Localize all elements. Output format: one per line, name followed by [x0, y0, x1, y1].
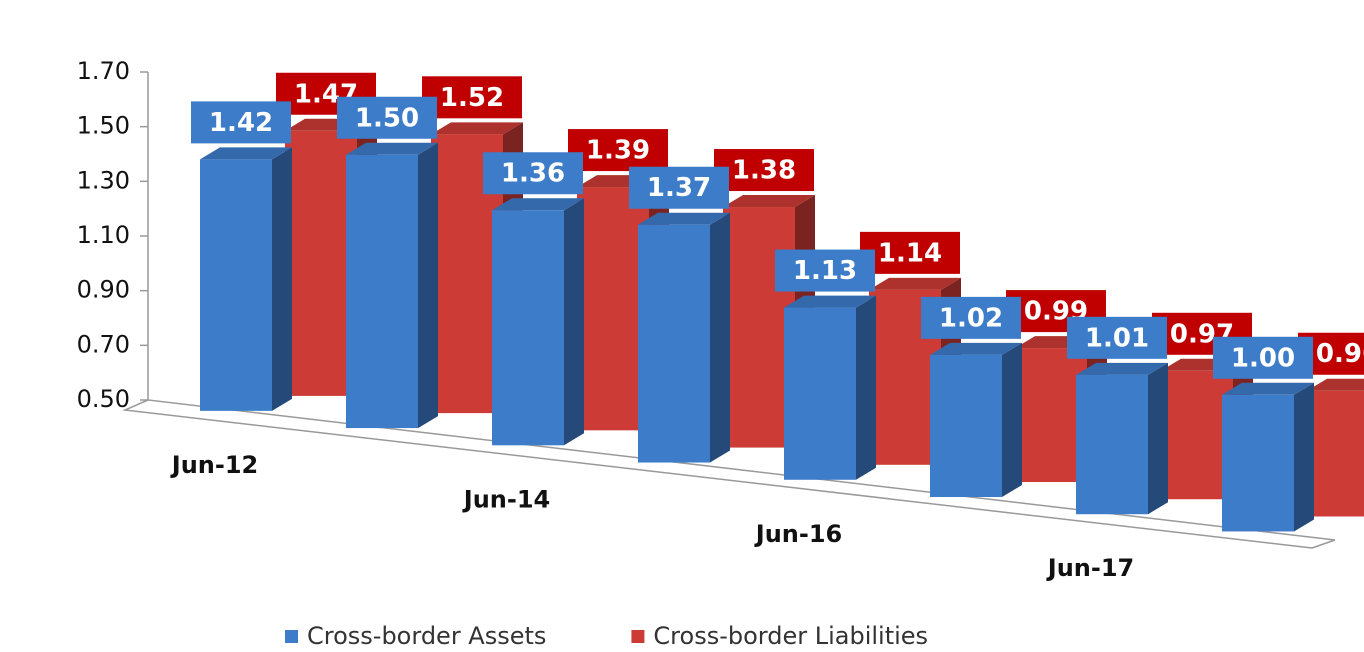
bar-side — [1294, 382, 1314, 532]
value-label: 1.37 — [647, 173, 711, 203]
bar-side — [856, 295, 876, 480]
bar-top — [431, 122, 523, 135]
bar — [1307, 390, 1364, 517]
bar — [577, 187, 649, 431]
value-label: 1.14 — [878, 238, 942, 268]
bar-top — [1076, 362, 1168, 375]
y-tick-label: 1.70 — [77, 57, 130, 85]
legend-swatch — [285, 630, 298, 643]
value-label-box — [568, 129, 668, 172]
bar — [1161, 370, 1233, 500]
bar — [723, 207, 795, 448]
bar-side — [710, 212, 730, 463]
bar-top — [1222, 382, 1314, 395]
legend-swatch — [631, 630, 645, 643]
bar-side — [272, 147, 292, 411]
bar-top — [200, 147, 292, 160]
y-tick-label: 0.70 — [77, 330, 130, 358]
value-label: 1.02 — [939, 303, 1003, 333]
bar — [1076, 374, 1148, 515]
y-tick-label: 1.30 — [77, 166, 130, 194]
bar — [930, 354, 1002, 497]
value-label-box — [191, 101, 291, 144]
value-label-box — [629, 166, 729, 209]
bar — [638, 224, 710, 463]
value-label-box — [775, 249, 875, 292]
bar — [492, 210, 564, 446]
value-label-box — [921, 296, 1021, 339]
value-label-box — [1213, 336, 1313, 379]
bar-top — [869, 277, 961, 290]
value-label: 1.50 — [355, 103, 419, 133]
floor-edge — [122, 399, 1313, 549]
value-label: 1.38 — [732, 156, 796, 186]
value-label: 1.39 — [586, 136, 650, 166]
x-tick-label: Jun-16 — [754, 520, 842, 548]
bar — [346, 154, 418, 429]
value-label: 1.52 — [440, 83, 504, 113]
value-label-box — [337, 96, 437, 139]
value-label-box — [483, 152, 583, 195]
x-tick-label: Jun-12 — [170, 451, 258, 479]
legend-label: Cross-border Assets — [307, 622, 546, 650]
value-label-box — [714, 149, 814, 192]
floor-edge — [1311, 539, 1336, 549]
value-label-box — [1067, 316, 1167, 359]
bar-top — [1307, 378, 1364, 391]
value-label: 0.96 — [1316, 339, 1364, 369]
bar — [285, 130, 357, 396]
value-label: 1.13 — [793, 256, 857, 286]
bar — [784, 307, 856, 480]
value-label: 1.00 — [1231, 343, 1295, 373]
y-tick-label: 1.50 — [77, 112, 130, 140]
value-label-box — [422, 76, 522, 119]
bar-top — [784, 295, 876, 308]
bar — [1015, 348, 1087, 483]
bar-side — [1002, 342, 1022, 497]
bar-top — [492, 198, 584, 211]
value-label-box — [860, 231, 960, 274]
value-label: 1.36 — [501, 159, 565, 189]
bar-top — [638, 212, 730, 225]
bar-side — [418, 142, 438, 429]
bar-side — [1148, 362, 1168, 515]
value-label: 1.01 — [1085, 323, 1149, 353]
y-tick-label: 1.10 — [77, 221, 130, 249]
bar-top — [723, 195, 815, 208]
bar — [1222, 394, 1294, 532]
value-label: 1.42 — [209, 108, 273, 138]
bar — [200, 159, 272, 411]
bar-top — [346, 142, 438, 155]
y-tick-label: 0.90 — [77, 276, 130, 304]
bar-top — [930, 342, 1022, 355]
x-tick-label: Jun-14 — [462, 485, 550, 513]
y-tick-label: 0.50 — [77, 385, 130, 413]
x-tick-label: Jun-17 — [1046, 554, 1134, 582]
bar-side — [564, 198, 584, 446]
legend-label: Cross-border Liabilities — [653, 622, 928, 650]
